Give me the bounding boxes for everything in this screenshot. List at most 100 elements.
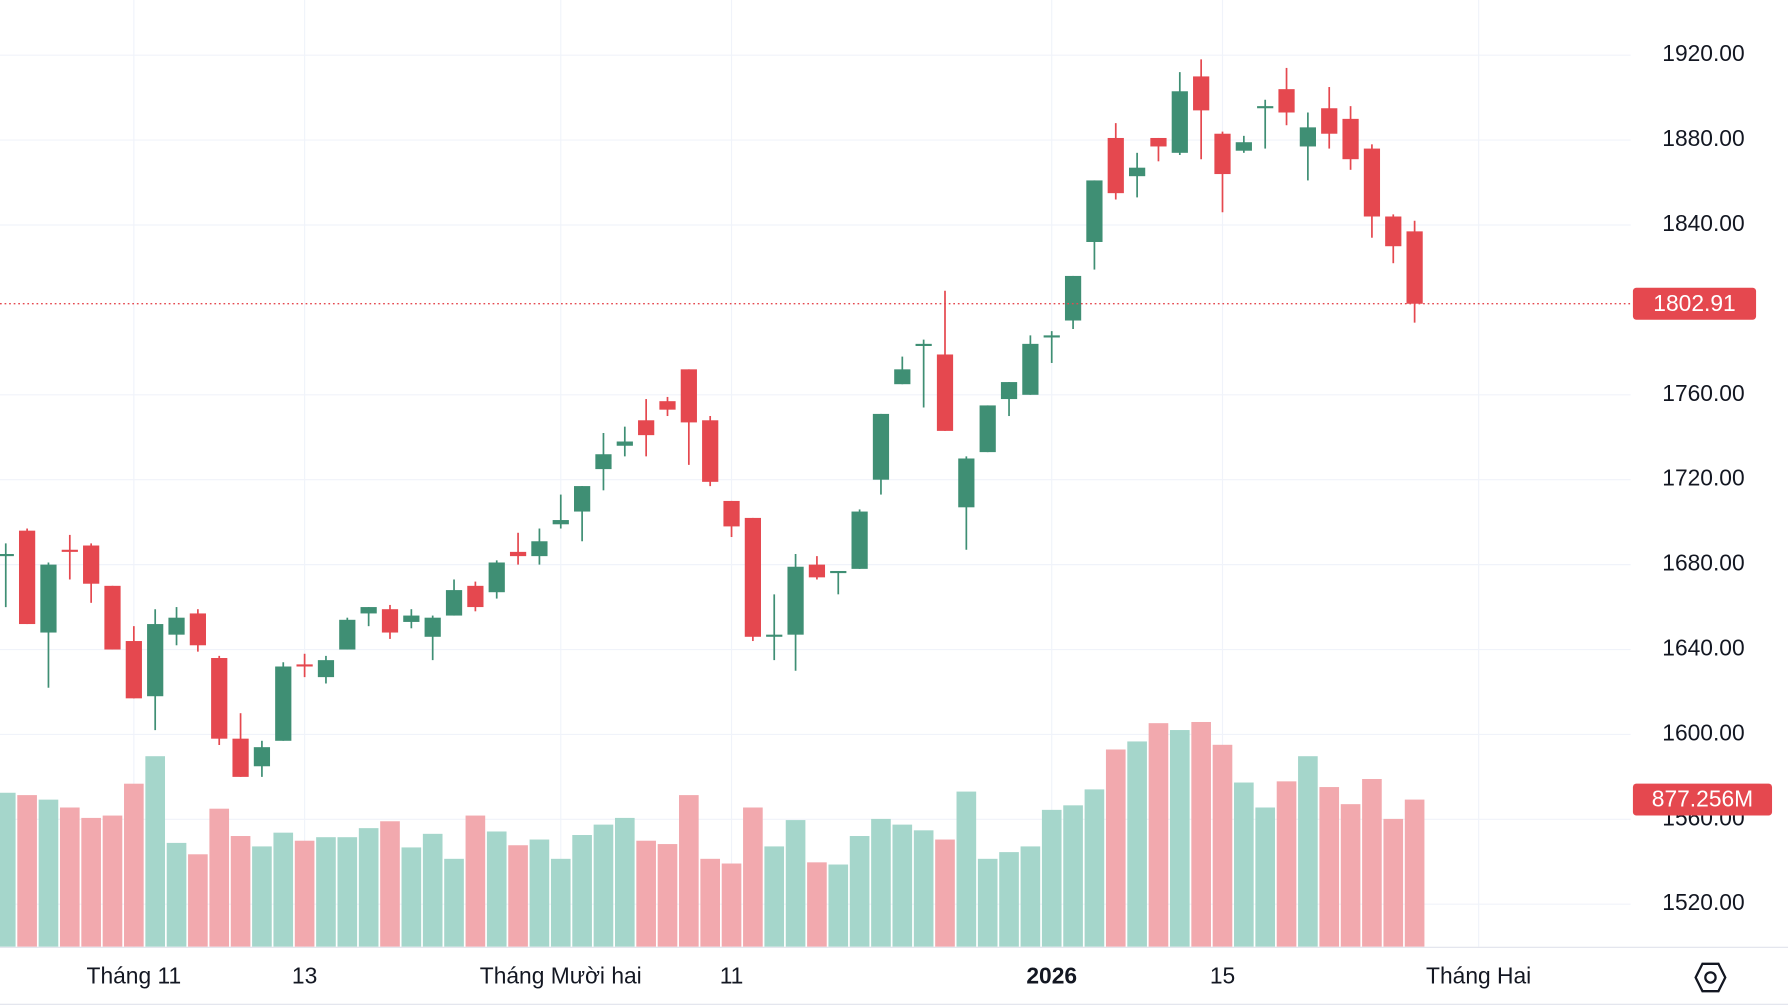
candle-body	[1000, 382, 1018, 400]
x-tick-label: 13	[292, 962, 317, 988]
volume-bar	[1319, 787, 1340, 947]
candle-body	[104, 585, 121, 650]
candle-body	[488, 562, 505, 593]
candle-body	[702, 420, 719, 482]
candle-body	[403, 615, 420, 622]
volume-bar	[1298, 756, 1318, 947]
axis-labels: 1520.001560.001600.001640.001680.001720.…	[87, 40, 1773, 989]
candle-body	[83, 545, 100, 584]
price-pane	[0, 59, 1631, 777]
volume-bar	[764, 846, 785, 947]
volume-bar	[1191, 721, 1211, 947]
candle-body	[1193, 76, 1210, 111]
y-tick-label: 1520.00	[1662, 889, 1744, 915]
volume-bar	[337, 837, 358, 947]
volume-bar	[636, 840, 656, 947]
candle-body	[18, 530, 36, 625]
candle-body	[595, 454, 612, 470]
volume-bar	[380, 821, 400, 947]
volume-bar	[209, 808, 230, 947]
candle-body	[958, 458, 975, 508]
candle-body	[766, 634, 783, 637]
candle-body	[125, 641, 142, 699]
volume-bar	[1084, 789, 1105, 947]
volume-bar	[807, 862, 827, 947]
volume-bar	[59, 807, 80, 947]
volume-bar	[422, 833, 443, 947]
candle-body	[979, 405, 996, 453]
settings-icon	[1694, 962, 1727, 993]
candle-body	[744, 517, 761, 637]
volume-bar	[1105, 749, 1126, 947]
candle-body	[808, 564, 826, 578]
volume-bar	[444, 858, 464, 947]
volume-bar	[550, 858, 571, 947]
settings-button[interactable]	[1694, 962, 1727, 993]
y-tick-label: 1880.00	[1662, 125, 1744, 151]
volume-bar	[679, 795, 699, 947]
candle-body	[894, 369, 911, 385]
volume-bar	[81, 817, 101, 947]
volume-bar	[721, 863, 742, 947]
candle-body	[851, 511, 868, 569]
volume-bar	[956, 791, 977, 947]
candle-body	[61, 549, 78, 552]
volume-bar	[828, 864, 849, 947]
volume-bar	[188, 854, 208, 947]
candle-body	[936, 354, 954, 431]
candle-body	[1150, 137, 1167, 147]
volume-bar	[657, 844, 678, 947]
volume-bar	[999, 852, 1019, 947]
candle-body	[1107, 137, 1124, 194]
volume-bar	[1255, 807, 1276, 947]
candle-body	[1043, 335, 1060, 338]
candle-body	[1278, 89, 1295, 113]
volume-bar	[913, 830, 934, 947]
y-tick-label: 1720.00	[1662, 465, 1744, 491]
candle-body	[360, 607, 377, 614]
volume-bar	[17, 795, 37, 947]
candle-body	[253, 747, 271, 767]
candle-body	[339, 619, 356, 650]
candle-body	[616, 441, 633, 446]
last-price-label: 1802.91	[1653, 290, 1735, 316]
volume-bar	[401, 847, 422, 947]
candle-body	[1406, 231, 1423, 304]
candle-body	[1022, 343, 1039, 395]
candle-body	[1321, 108, 1338, 134]
candle-body	[381, 609, 399, 633]
y-tick-label: 1640.00	[1662, 635, 1744, 661]
candle-body	[1086, 180, 1103, 242]
candle-body	[723, 500, 740, 527]
candle-body	[0, 554, 14, 557]
volume-bar	[145, 756, 166, 947]
volume-bar	[785, 820, 806, 947]
volume-bar	[124, 783, 144, 947]
volume-bar	[316, 837, 336, 947]
candle-body	[872, 413, 890, 480]
volume-bar	[0, 792, 16, 947]
volume-bar	[1020, 846, 1041, 947]
candle-body	[211, 658, 228, 739]
volume-bar	[871, 818, 891, 947]
volume-bar	[849, 836, 870, 947]
volume-bar	[935, 839, 955, 947]
x-tick-label: Tháng Mười hai	[480, 962, 642, 988]
y-tick-label: 1920.00	[1662, 40, 1744, 66]
last-volume-label: 877.256M	[1652, 786, 1753, 812]
candle-body	[1214, 133, 1231, 175]
volume-bar	[358, 828, 379, 947]
candle-body	[1385, 216, 1402, 247]
candle-body	[424, 617, 441, 637]
volume-bar	[252, 846, 272, 947]
x-tick-label: Tháng Hai	[1426, 962, 1531, 988]
candle-body	[659, 401, 676, 410]
candle-body	[1235, 142, 1252, 151]
candle-body	[147, 624, 164, 697]
volume-bar	[102, 815, 123, 947]
candle-body	[317, 660, 335, 678]
candle-body	[680, 369, 697, 423]
volume-bar	[294, 840, 315, 947]
settings-icon-center	[1704, 971, 1717, 984]
